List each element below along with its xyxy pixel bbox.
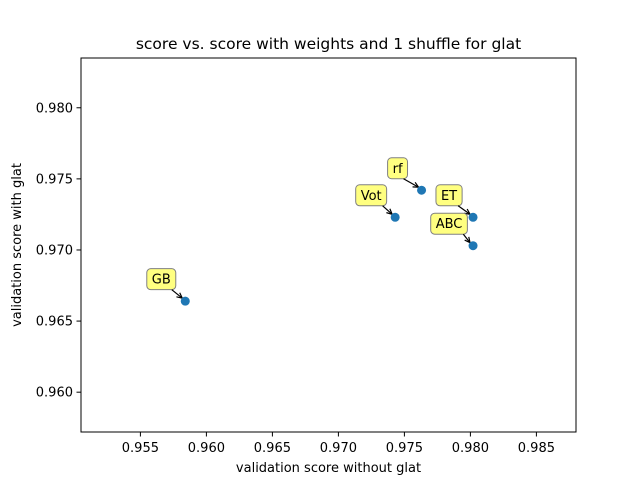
chart-title: score vs. score with weights and 1 shuff… bbox=[136, 35, 521, 53]
y-axis-ticks: 0.960 0.965 0.970 0.975 0.980 bbox=[36, 101, 81, 400]
scatter-point bbox=[181, 297, 190, 306]
scatter-point bbox=[417, 186, 426, 195]
x-axis-ticks: 0.955 0.960 0.965 0.970 0.975 0.980 0.985 bbox=[122, 432, 555, 456]
scatter-point bbox=[469, 241, 478, 250]
x-tick-label: 0.960 bbox=[188, 441, 225, 456]
annotation-label: Vot bbox=[361, 189, 382, 204]
x-tick-label: 0.975 bbox=[386, 441, 423, 456]
scatter-point bbox=[469, 213, 478, 222]
x-axis-label: validation score without glat bbox=[236, 461, 421, 476]
x-tick-label: 0.965 bbox=[254, 441, 291, 456]
scatter-point bbox=[391, 213, 400, 222]
x-tick-label: 0.955 bbox=[122, 441, 159, 456]
annotation-label: GB bbox=[152, 273, 171, 288]
y-axis-label: validation score with glat bbox=[10, 163, 25, 327]
y-tick-label: 0.980 bbox=[36, 101, 73, 116]
x-tick-label: 0.980 bbox=[452, 441, 489, 456]
plot-area bbox=[81, 58, 576, 432]
x-tick-label: 0.970 bbox=[320, 441, 357, 456]
annotation-label: rf bbox=[393, 162, 403, 177]
annotation-label: ABC bbox=[436, 217, 463, 232]
y-tick-label: 0.960 bbox=[36, 386, 73, 401]
y-tick-label: 0.965 bbox=[36, 315, 73, 330]
x-tick-label: 0.985 bbox=[518, 441, 555, 456]
y-tick-label: 0.970 bbox=[36, 243, 73, 258]
y-tick-label: 0.975 bbox=[36, 172, 73, 187]
annotation-label: ET bbox=[441, 189, 457, 204]
